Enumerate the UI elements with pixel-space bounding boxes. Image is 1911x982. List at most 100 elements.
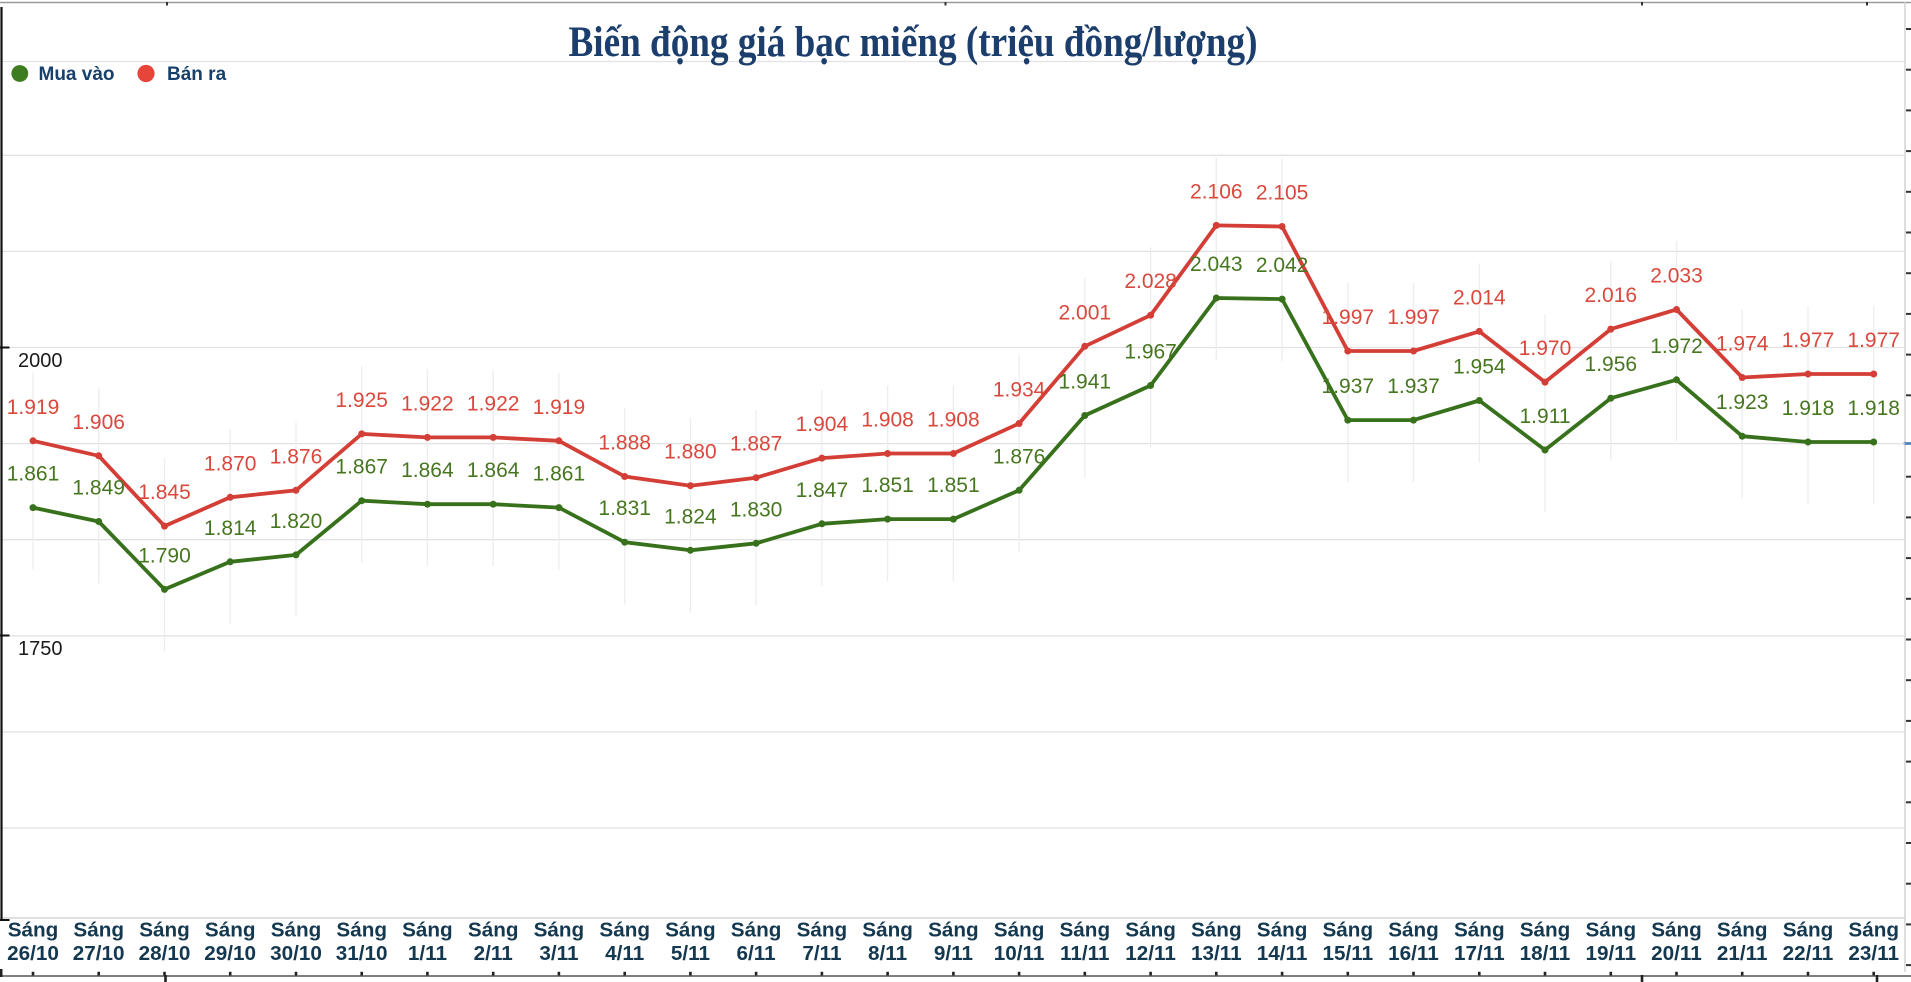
svg-text:23/11: 23/11 <box>1848 942 1899 965</box>
svg-text:26/10: 26/10 <box>7 942 59 965</box>
svg-text:Sáng: Sáng <box>1060 919 1111 942</box>
svg-text:1.906: 1.906 <box>72 411 125 434</box>
svg-text:16/11: 16/11 <box>1388 942 1439 965</box>
svg-text:1.876: 1.876 <box>993 445 1046 468</box>
svg-text:2.028: 2.028 <box>1124 270 1177 293</box>
svg-text:20/11: 20/11 <box>1651 942 1702 965</box>
svg-text:Sáng: Sáng <box>928 919 979 942</box>
svg-text:1.918: 1.918 <box>1847 397 1900 420</box>
svg-text:1750: 1750 <box>18 638 63 660</box>
svg-text:1.934: 1.934 <box>993 379 1046 402</box>
svg-text:1.908: 1.908 <box>861 409 914 432</box>
svg-text:1.919: 1.919 <box>7 396 60 419</box>
svg-text:1.977: 1.977 <box>1847 329 1900 352</box>
svg-text:Sáng: Sáng <box>862 919 913 942</box>
svg-text:Sáng: Sáng <box>1783 919 1834 942</box>
svg-text:Sáng: Sáng <box>139 919 190 942</box>
svg-text:3/11: 3/11 <box>539 942 578 965</box>
svg-text:1.864: 1.864 <box>401 459 454 482</box>
svg-text:1.790: 1.790 <box>138 544 191 567</box>
svg-text:1.977: 1.977 <box>1782 329 1835 352</box>
svg-text:1.974: 1.974 <box>1716 333 1769 356</box>
svg-text:Sáng: Sáng <box>8 919 59 942</box>
svg-text:Sáng: Sáng <box>1520 919 1571 942</box>
svg-text:1.911: 1.911 <box>1520 405 1571 428</box>
svg-text:30/10: 30/10 <box>270 942 322 965</box>
svg-text:2.014: 2.014 <box>1453 286 1506 309</box>
svg-text:1.876: 1.876 <box>270 445 323 468</box>
svg-text:1.925: 1.925 <box>335 389 388 412</box>
svg-text:1/11: 1/11 <box>408 942 447 965</box>
svg-text:Sáng: Sáng <box>1586 919 1637 942</box>
svg-text:2/11: 2/11 <box>474 942 513 965</box>
svg-text:1.967: 1.967 <box>1124 341 1177 364</box>
svg-text:1.861: 1.861 <box>533 463 586 486</box>
svg-text:1.956: 1.956 <box>1585 353 1638 376</box>
svg-text:1.880: 1.880 <box>664 441 717 464</box>
svg-text:1.937: 1.937 <box>1387 375 1440 398</box>
svg-text:14/11: 14/11 <box>1257 942 1308 965</box>
svg-text:1.937: 1.937 <box>1322 375 1375 398</box>
svg-text:22/11: 22/11 <box>1783 942 1834 965</box>
svg-text:Sáng: Sáng <box>468 919 519 942</box>
svg-text:1.851: 1.851 <box>927 474 980 497</box>
svg-text:Sáng: Sáng <box>1717 919 1768 942</box>
svg-text:1.831: 1.831 <box>598 497 651 520</box>
svg-text:1.847: 1.847 <box>796 479 849 502</box>
svg-text:Sáng: Sáng <box>1651 919 1702 942</box>
svg-text:5/11: 5/11 <box>671 942 710 965</box>
svg-text:7/11: 7/11 <box>802 942 841 965</box>
svg-text:Bán ra: Bán ra <box>167 64 227 85</box>
svg-text:2.001: 2.001 <box>1059 301 1112 324</box>
svg-text:1.861: 1.861 <box>7 463 60 486</box>
svg-text:1.922: 1.922 <box>401 392 454 415</box>
svg-text:1.970: 1.970 <box>1519 337 1572 360</box>
svg-text:21/11: 21/11 <box>1717 942 1768 965</box>
svg-text:Sáng: Sáng <box>534 919 585 942</box>
svg-text:4/11: 4/11 <box>605 942 644 965</box>
svg-text:1.919: 1.919 <box>533 396 586 419</box>
svg-text:Biến động giá bạc miếng (triệu: Biến động giá bạc miếng (triệu đồng/lượn… <box>569 19 1258 66</box>
svg-text:Sáng: Sáng <box>336 919 387 942</box>
svg-text:2.106: 2.106 <box>1190 180 1243 203</box>
svg-text:1.908: 1.908 <box>927 409 980 432</box>
svg-text:Sáng: Sáng <box>797 919 848 942</box>
svg-text:1.904: 1.904 <box>796 413 849 436</box>
svg-text:Sáng: Sáng <box>1323 919 1374 942</box>
svg-text:2.043: 2.043 <box>1190 253 1243 276</box>
svg-text:1.941: 1.941 <box>1059 371 1112 394</box>
svg-text:2.016: 2.016 <box>1585 284 1638 307</box>
svg-text:18/11: 18/11 <box>1520 942 1571 965</box>
svg-text:1.888: 1.888 <box>598 432 651 455</box>
svg-text:2.105: 2.105 <box>1256 182 1309 205</box>
svg-text:Sáng: Sáng <box>271 919 322 942</box>
svg-text:2.033: 2.033 <box>1650 265 1703 288</box>
svg-text:Sáng: Sáng <box>73 919 124 942</box>
svg-text:15/11: 15/11 <box>1322 942 1373 965</box>
svg-text:1.972: 1.972 <box>1650 335 1703 358</box>
svg-text:Sáng: Sáng <box>205 919 256 942</box>
svg-text:Sáng: Sáng <box>731 919 782 942</box>
svg-text:1.849: 1.849 <box>72 477 125 500</box>
svg-text:Sáng: Sáng <box>1191 919 1242 942</box>
svg-text:28/10: 28/10 <box>139 942 191 965</box>
svg-text:19/11: 19/11 <box>1585 942 1636 965</box>
svg-text:27/10: 27/10 <box>73 942 125 965</box>
svg-text:12/11: 12/11 <box>1125 942 1176 965</box>
svg-text:1.918: 1.918 <box>1782 397 1835 420</box>
svg-text:29/10: 29/10 <box>204 942 256 965</box>
svg-text:Sáng: Sáng <box>1125 919 1176 942</box>
svg-text:1.864: 1.864 <box>467 459 520 482</box>
svg-text:1.923: 1.923 <box>1716 391 1769 414</box>
svg-text:10/11: 10/11 <box>994 942 1045 965</box>
svg-text:13/11: 13/11 <box>1191 942 1242 965</box>
svg-text:11/11: 11/11 <box>1060 942 1110 965</box>
svg-text:1.887: 1.887 <box>730 433 783 456</box>
svg-text:1.814: 1.814 <box>204 517 257 540</box>
svg-text:Mua vào: Mua vào <box>39 64 115 85</box>
svg-text:1.870: 1.870 <box>204 452 257 475</box>
svg-text:1.830: 1.830 <box>730 498 783 521</box>
svg-text:Sáng: Sáng <box>1848 919 1899 942</box>
svg-text:Sáng: Sáng <box>599 919 650 942</box>
svg-text:6/11: 6/11 <box>737 942 776 965</box>
